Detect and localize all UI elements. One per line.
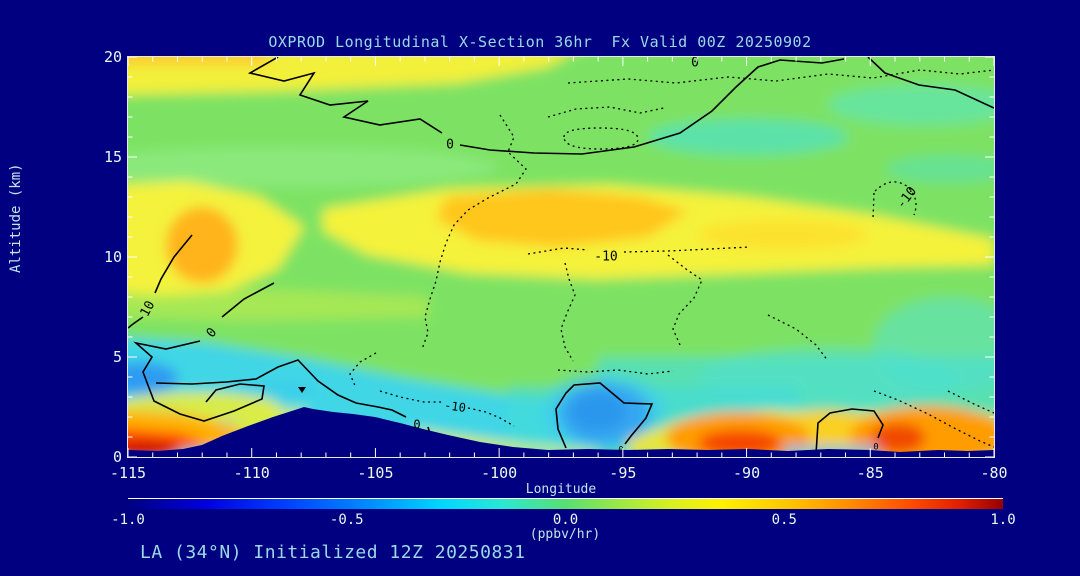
- y-tick-label: 0: [112, 448, 122, 466]
- colorbar-tick-label: 0.5: [771, 512, 797, 528]
- colorbar-tick-label: -1.0: [111, 512, 145, 528]
- contour-label: 0: [413, 418, 420, 432]
- terrain-silhouette: [128, 407, 994, 457]
- colorbar-units: (ppbv/hr): [529, 527, 601, 542]
- init-caption: LA (34°N) Initialized 12Z 20250831: [140, 542, 526, 563]
- x-tick-label: -115: [109, 464, 147, 482]
- x-tick-label: -80: [980, 464, 1008, 482]
- y-tick-label: 15: [103, 148, 122, 166]
- contour-label: 0: [873, 443, 878, 453]
- contour-label: 0: [446, 138, 454, 153]
- contour-fill-field: [128, 57, 994, 457]
- contour-label: -10: [443, 398, 466, 415]
- y-tick-label: 5: [112, 348, 122, 366]
- contour-label: 0: [618, 446, 623, 456]
- plot-area: 0 0 10 0 -10 -10 -10 0 0 0: [127, 56, 995, 458]
- contour-label: 0: [691, 57, 699, 71]
- x-axis-title: Longitude: [525, 482, 597, 497]
- y-tick-label: 10: [103, 248, 122, 266]
- colorbar-tick-label: -0.5: [329, 512, 364, 528]
- colorbar-tick-label: 0.0: [552, 512, 579, 528]
- colorbar-tick-label: 1.0: [990, 512, 1016, 528]
- x-tick-label: -100: [481, 464, 518, 482]
- x-tick-label: -90: [733, 464, 761, 482]
- axis-tick-marks: [128, 57, 994, 457]
- plot-title: OXPROD Longitudinal X-Section 36hr Fx Va…: [268, 33, 812, 51]
- x-tick-label: -105: [357, 464, 394, 482]
- x-tick-label: -95: [609, 464, 637, 482]
- colorbar: [128, 498, 1003, 509]
- contour-lines-dotted: [349, 69, 994, 448]
- x-tick-label: -110: [233, 464, 270, 482]
- contour-label: 10: [138, 299, 159, 320]
- contour-label: -10: [594, 250, 617, 265]
- x-tick-label: -85: [856, 464, 884, 482]
- y-tick-label: 20: [103, 48, 122, 66]
